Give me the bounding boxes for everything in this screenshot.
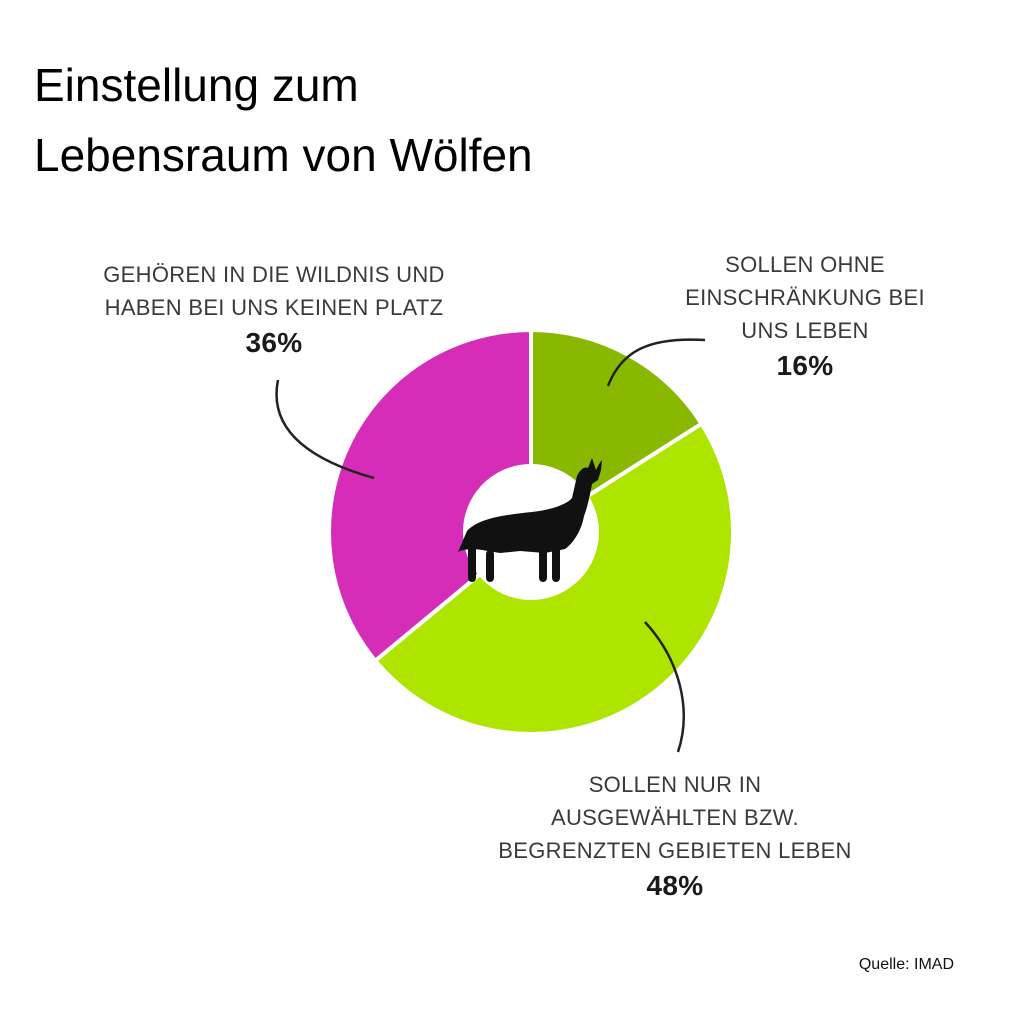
leader-line-slice-2	[644, 621, 685, 753]
slice-group	[327, 328, 735, 736]
leader-line-slice-1	[606, 338, 706, 387]
chart-title-line: Einstellung zum	[34, 59, 359, 111]
slice-label-line: GEHÖREN IN DIE WILDNIS UND	[103, 262, 445, 287]
pie-slice-2	[373, 421, 735, 736]
chart-title: Einstellung zum Lebensraum von Wölfen	[34, 50, 533, 190]
slice-label-line: UNS LEBEN	[741, 318, 869, 343]
slice-value-label: 48%	[646, 870, 704, 901]
pie-slice-1	[529, 328, 704, 499]
chart-title-line: Lebensraum von Wölfen	[34, 129, 533, 181]
slice-label-line: AUSGEWÄHLTEN BZW.	[551, 805, 799, 830]
leader-line-slice-0	[275, 379, 375, 480]
slice-label-line: EINSCHRÄNKUNG BEI	[685, 285, 925, 310]
slice-label-ohne-einschraenkung: SOLLEN OHNE EINSCHRÄNKUNG BEI UNS LEBEN …	[640, 248, 970, 385]
slice-value-label: 16%	[776, 350, 834, 381]
pie-slice-0	[327, 328, 533, 663]
howling-wolf-icon	[458, 458, 602, 582]
source-note: Quelle: IMAD	[858, 956, 954, 973]
slice-label-line: SOLLEN NUR IN	[588, 772, 762, 797]
slice-label-line: HABEN BEI UNS KEINEN PLATZ	[104, 295, 444, 320]
slice-value-label: 36%	[245, 327, 303, 358]
slice-label-ausgewaehlte-gebiete: SOLLEN NUR IN AUSGEWÄHLTEN BZW. BEGRENZT…	[440, 768, 910, 905]
slice-label-wildnis: GEHÖREN IN DIE WILDNIS UND HABEN BEI UNS…	[64, 258, 484, 362]
slice-label-line: SOLLEN OHNE	[725, 252, 885, 277]
leader-line-group	[275, 338, 706, 753]
slice-label-line: BEGRENZTEN GEBIETEN LEBEN	[498, 838, 852, 863]
